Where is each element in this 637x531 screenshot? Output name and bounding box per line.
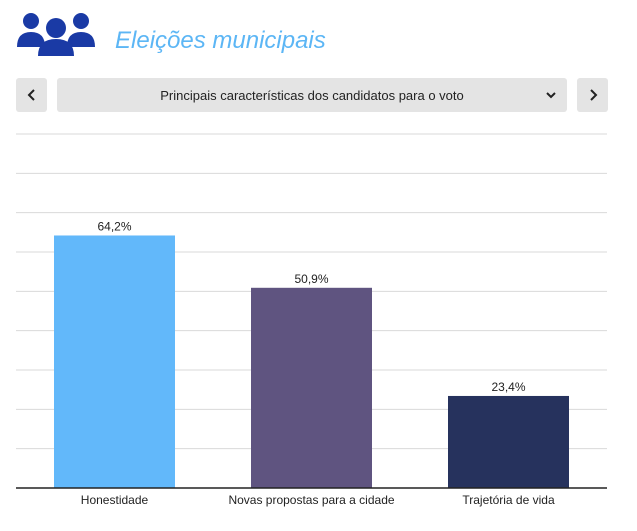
bar-chart: 64,2% Honestidade 50,9% Novas propostas par… xyxy=(16,133,607,507)
header: Eleições municipais xyxy=(17,10,617,60)
x-tick-label: Novas propostas para a cidade xyxy=(228,493,394,507)
x-tick-label: Honestidade xyxy=(81,493,149,507)
bar xyxy=(448,395,569,488)
x-tick-label: Trajetória de vida xyxy=(462,493,555,507)
bar xyxy=(54,235,175,488)
people-group-icon xyxy=(17,13,95,56)
chevron-left-icon xyxy=(27,89,35,101)
chevron-down-icon xyxy=(546,92,556,99)
chevron-right-icon xyxy=(589,89,597,101)
data-label: 23,4% xyxy=(491,380,525,394)
previous-button[interactable] xyxy=(16,78,47,112)
bar xyxy=(251,287,372,488)
next-button[interactable] xyxy=(577,78,608,112)
chart-selector-dropdown[interactable]: Principais características dos candidato… xyxy=(57,78,567,112)
page-title: Eleições municipais xyxy=(115,27,326,54)
data-label: 64,2% xyxy=(97,219,131,233)
chart-selector-label: Principais características dos candidato… xyxy=(160,88,464,103)
data-label: 50,9% xyxy=(294,272,328,286)
